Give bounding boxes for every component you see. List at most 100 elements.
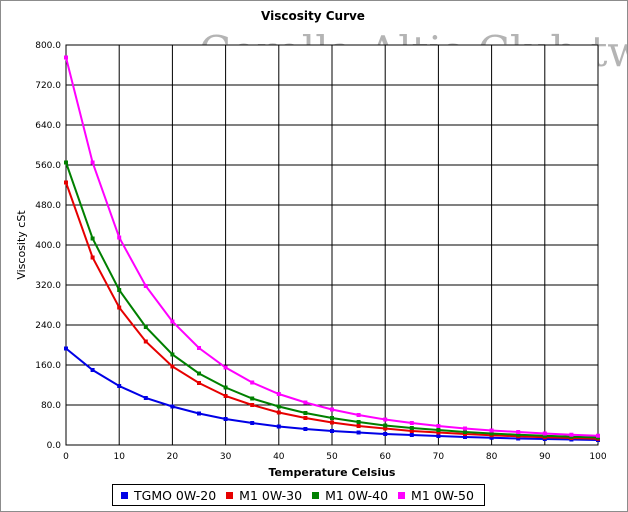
data-point xyxy=(250,421,255,425)
x-tick-label: 20 xyxy=(167,452,179,462)
data-point xyxy=(64,160,68,165)
x-tick-label: 10 xyxy=(113,452,125,462)
data-point xyxy=(436,424,441,428)
x-tick-label: 60 xyxy=(379,452,391,462)
data-point xyxy=(436,430,441,435)
series-group xyxy=(64,55,600,442)
data-point xyxy=(436,434,441,438)
data-point xyxy=(409,429,414,433)
legend-swatch xyxy=(226,491,234,499)
data-point xyxy=(569,432,574,437)
series-3 xyxy=(64,160,600,440)
x-tick-label: 70 xyxy=(433,452,445,462)
series-4 xyxy=(64,55,600,438)
data-point xyxy=(356,424,361,428)
y-axis-label: Viscosity cSt xyxy=(15,210,28,280)
y-axis-ticks: 0.0 80.0 160.0 240.0 320.0 400.0 480.0 560.0 640… xyxy=(35,41,61,451)
x-tick-label: 50 xyxy=(326,452,338,462)
legend-item: M1 0W-30 xyxy=(226,488,302,503)
data-point xyxy=(170,364,175,369)
data-point xyxy=(516,436,521,441)
data-point xyxy=(303,416,308,420)
data-point xyxy=(223,394,228,398)
data-point xyxy=(542,433,547,438)
data-point xyxy=(463,426,467,431)
legend-swatch xyxy=(398,491,406,499)
data-point xyxy=(436,428,441,432)
legend-label: M1 0W-30 xyxy=(239,487,303,503)
data-point xyxy=(596,433,600,438)
data-point xyxy=(90,255,95,260)
data-point xyxy=(117,305,122,310)
data-point xyxy=(356,413,361,417)
data-point xyxy=(117,288,122,292)
data-point xyxy=(276,404,281,409)
data-point xyxy=(463,435,467,439)
x-tick-label: 80 xyxy=(486,452,498,462)
data-point xyxy=(197,411,201,416)
data-point xyxy=(383,432,388,436)
legend-item: TGMO 0W-20 xyxy=(121,488,216,503)
x-tick-label: 30 xyxy=(220,452,232,462)
data-point xyxy=(143,396,148,400)
data-point xyxy=(250,396,255,401)
data-point xyxy=(489,435,494,440)
x-tick-label: 100 xyxy=(589,452,606,462)
data-point xyxy=(303,411,308,415)
data-point xyxy=(409,433,414,437)
viscosity-chart: Corolla-Altis-Club.tw Viscosity Curve 0.… xyxy=(15,9,627,479)
data-point xyxy=(330,429,334,433)
data-point xyxy=(143,284,148,288)
data-point xyxy=(197,346,201,350)
data-point xyxy=(330,416,334,420)
data-point xyxy=(223,385,228,390)
y-tick-label: 80.0 xyxy=(41,401,61,411)
data-point xyxy=(383,417,388,422)
data-point xyxy=(409,421,414,425)
data-point xyxy=(90,160,95,165)
data-point xyxy=(276,410,281,415)
data-point xyxy=(383,423,388,428)
chart-title: Viscosity Curve xyxy=(261,9,365,23)
legend-item: M1 0W-40 xyxy=(312,488,388,503)
legend-item: M1 0W-50 xyxy=(398,488,474,503)
y-tick-label: 400.0 xyxy=(35,241,61,251)
data-point xyxy=(383,426,388,431)
x-tick-label: 0 xyxy=(63,452,69,462)
data-point xyxy=(250,403,255,407)
data-point xyxy=(276,392,281,396)
data-point xyxy=(303,427,308,431)
data-point xyxy=(356,420,361,424)
data-point xyxy=(64,180,68,185)
data-point xyxy=(303,400,308,405)
legend-label: M1 0W-40 xyxy=(325,487,389,503)
legend-swatch xyxy=(121,491,128,499)
data-point xyxy=(117,384,122,388)
legend-label: TGMO 0W-20 xyxy=(134,487,217,503)
data-point xyxy=(516,432,521,437)
y-tick-label: 160.0 xyxy=(35,361,61,371)
data-point xyxy=(143,339,148,344)
y-tick-label: 800.0 xyxy=(35,41,61,51)
data-point xyxy=(170,404,175,409)
data-point xyxy=(90,236,95,241)
data-point xyxy=(223,417,228,421)
data-point xyxy=(90,368,95,372)
data-point xyxy=(64,346,68,351)
data-point xyxy=(489,428,494,433)
data-point xyxy=(197,371,201,376)
data-point xyxy=(64,55,68,60)
data-point xyxy=(143,325,148,329)
data-point xyxy=(330,420,334,425)
y-tick-label: 720.0 xyxy=(35,81,61,91)
data-point xyxy=(117,235,122,240)
data-point xyxy=(250,380,255,385)
data-point xyxy=(463,430,467,434)
x-tick-label: 90 xyxy=(539,452,551,462)
data-point xyxy=(489,431,494,436)
data-point xyxy=(516,430,521,434)
data-point xyxy=(330,407,334,412)
x-axis-label: Temperature Celsius xyxy=(269,466,396,479)
data-point xyxy=(276,424,281,429)
